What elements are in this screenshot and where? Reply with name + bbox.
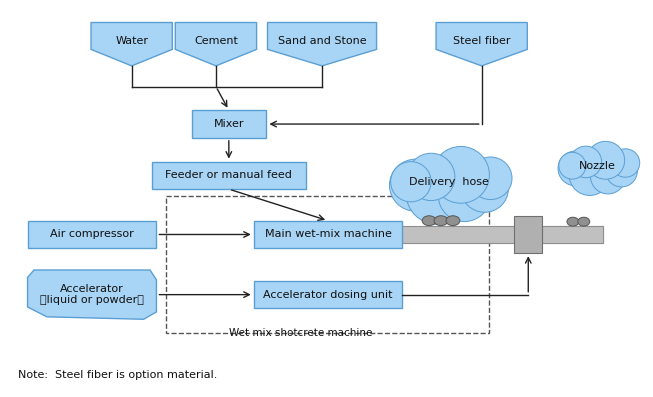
Ellipse shape [434, 216, 448, 225]
Circle shape [605, 155, 637, 187]
Polygon shape [515, 216, 542, 253]
Circle shape [438, 170, 490, 222]
Text: Mixer: Mixer [214, 119, 244, 129]
Circle shape [586, 141, 625, 179]
Circle shape [390, 162, 431, 202]
Text: Cement: Cement [194, 36, 238, 46]
Text: Nozzle: Nozzle [579, 161, 616, 171]
FancyBboxPatch shape [192, 110, 266, 138]
Text: Accelerator
（liquid or powder）: Accelerator （liquid or powder） [40, 284, 144, 305]
Polygon shape [436, 23, 527, 66]
Circle shape [389, 159, 442, 211]
Polygon shape [27, 270, 157, 319]
Polygon shape [402, 225, 603, 243]
Text: Feeder or manual feed: Feeder or manual feed [165, 170, 293, 180]
Text: Sand and Stone: Sand and Stone [278, 36, 366, 46]
Text: Steel fiber: Steel fiber [453, 36, 511, 46]
Ellipse shape [578, 217, 590, 226]
Polygon shape [91, 23, 172, 66]
FancyBboxPatch shape [152, 162, 306, 189]
Ellipse shape [567, 217, 579, 226]
Text: Main wet-mix machine: Main wet-mix machine [264, 229, 391, 239]
FancyBboxPatch shape [253, 221, 402, 248]
FancyBboxPatch shape [253, 281, 402, 308]
Text: Delivery  hose: Delivery hose [409, 177, 489, 187]
Polygon shape [542, 225, 603, 243]
Circle shape [407, 153, 455, 200]
Circle shape [570, 146, 601, 178]
Circle shape [558, 151, 593, 186]
Circle shape [611, 149, 640, 177]
Text: Wet mix shotcrete machine: Wet mix shotcrete machine [229, 328, 372, 338]
Circle shape [559, 152, 586, 179]
Ellipse shape [422, 216, 436, 225]
Circle shape [569, 154, 611, 195]
Circle shape [432, 146, 489, 203]
Text: Air compressor: Air compressor [50, 229, 134, 239]
Circle shape [469, 157, 512, 200]
Ellipse shape [446, 216, 460, 225]
Circle shape [461, 165, 509, 212]
Text: Water: Water [115, 36, 148, 46]
Polygon shape [268, 23, 377, 66]
Circle shape [406, 163, 468, 224]
Text: Note:  Steel fiber is option material.: Note: Steel fiber is option material. [18, 370, 217, 380]
Polygon shape [175, 23, 257, 66]
FancyBboxPatch shape [27, 221, 157, 248]
Circle shape [590, 159, 626, 194]
Text: Accelerator dosing unit: Accelerator dosing unit [263, 290, 392, 300]
